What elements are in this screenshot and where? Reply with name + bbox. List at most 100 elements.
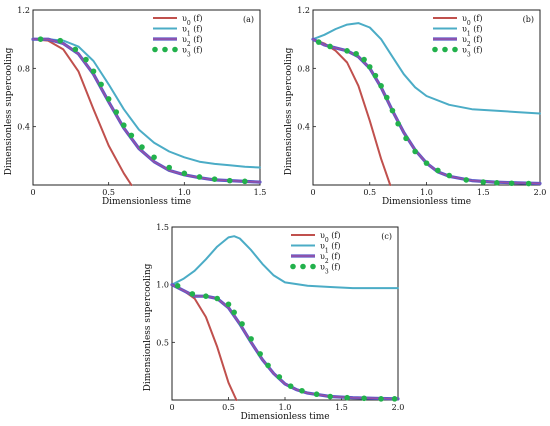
data-point [72,46,79,53]
data-point [196,174,203,180]
legend-label: υ0 (f) [462,14,482,27]
data-point [412,148,418,155]
data-point [226,177,233,184]
data-point [225,301,232,308]
panel-label: (c) [381,232,392,241]
y-tick-label: 1.2 [17,6,30,15]
panel-label: (a) [243,15,254,24]
x-tick-label: 1.0 [420,188,433,197]
data-point [378,396,384,402]
x-tick-label: 1.0 [279,403,292,412]
chart-panel-3: 0 0.5 1.0 1.5 2.0 0.5 1.0 1.5 Dimensionless time… [143,223,404,422]
legend-label: υ2 (f) [462,35,482,48]
data-point [353,50,359,57]
y-axis-title: Dimensionless supercooling [284,47,294,175]
data-point [265,362,271,369]
x-axis-title: Dimensionless time [382,197,471,207]
series-v3 [174,283,398,402]
legend-label: υ1 (f) [320,242,340,255]
series-line-outer [170,283,400,401]
data-point [239,321,245,327]
data-point [494,180,500,186]
x-tick-label: 2.0 [534,188,547,197]
series-line [312,38,392,186]
data-point [403,135,409,142]
data-point [508,180,515,187]
series-line [171,235,399,290]
series-line-inner [32,38,261,183]
x-tick-label: 0.5 [222,403,235,412]
data-point [344,48,350,54]
legend-marker [300,263,306,270]
plot-frame [312,9,541,186]
data-point [315,39,322,45]
data-point [389,107,396,114]
data-point [90,68,97,75]
legend-label: υ3 (f) [320,263,340,276]
legend: υ0 (f)υ1 (f)υ2 (f)υ3 (f) [290,231,340,275]
series-v2 [311,37,542,186]
data-point [121,122,127,129]
data-point [361,395,367,402]
data-point [276,374,283,380]
data-point [287,383,294,389]
y-tick-label: 0.4 [297,123,310,132]
x-tick-label: 1.0 [178,188,191,197]
data-point [372,72,379,79]
data-point [391,396,398,402]
legend-label: υ0 (f) [320,231,340,244]
x-tick-label: 1.5 [477,188,490,197]
y-tick-label: 1.2 [297,6,310,15]
data-point [113,109,120,115]
legend-marker [162,46,168,53]
x-tick-label: 0 [30,188,35,197]
legend-marker [290,263,296,270]
legend: υ0 (f)υ1 (f)υ2 (f)υ3 (f) [152,14,202,58]
data-point [395,120,401,127]
series-v2 [170,283,400,401]
plot-frame [171,226,399,401]
data-point [139,144,145,150]
data-point [383,94,390,101]
data-point [181,170,188,177]
data-point [366,64,373,70]
series-v1 [32,38,261,169]
legend-label: υ3 (f) [182,46,202,59]
series-v1 [171,235,399,290]
x-tick-label: 0.5 [363,188,376,197]
legend-marker [452,46,458,53]
legend-label: υ1 (f) [462,25,482,38]
legend-label: υ1 (f) [182,25,202,38]
data-point [423,160,430,166]
y-tick-label: 1.5 [156,223,169,232]
plot-frame [32,9,261,186]
data-point [327,393,334,400]
data-point [166,164,172,171]
data-point [446,172,453,179]
series-v3 [315,39,532,187]
y-tick-label: 0.8 [297,64,310,73]
data-point [231,309,237,316]
data-point [463,177,470,183]
y-axis-title: Dimensionless supercooling [143,263,153,391]
legend-label: υ2 (f) [182,35,202,48]
legend-marker [310,263,316,270]
x-tick-label: 1.5 [335,403,348,412]
legend-marker [172,46,178,53]
y-tick-label: 0.5 [156,338,169,347]
series-line [32,38,261,169]
data-point [128,132,135,139]
data-point [525,180,532,187]
data-point [98,81,104,88]
legend-label: υ0 (f) [182,14,202,27]
data-point [203,293,209,300]
data-point [83,56,89,63]
data-point [480,179,487,185]
legend-marker [152,46,158,53]
series-line-inner [312,38,541,185]
data-point [313,391,320,398]
x-tick-label: 0.5 [102,188,115,197]
legend-label: υ3 (f) [462,46,482,59]
x-tick-label: 1.5 [254,188,267,197]
